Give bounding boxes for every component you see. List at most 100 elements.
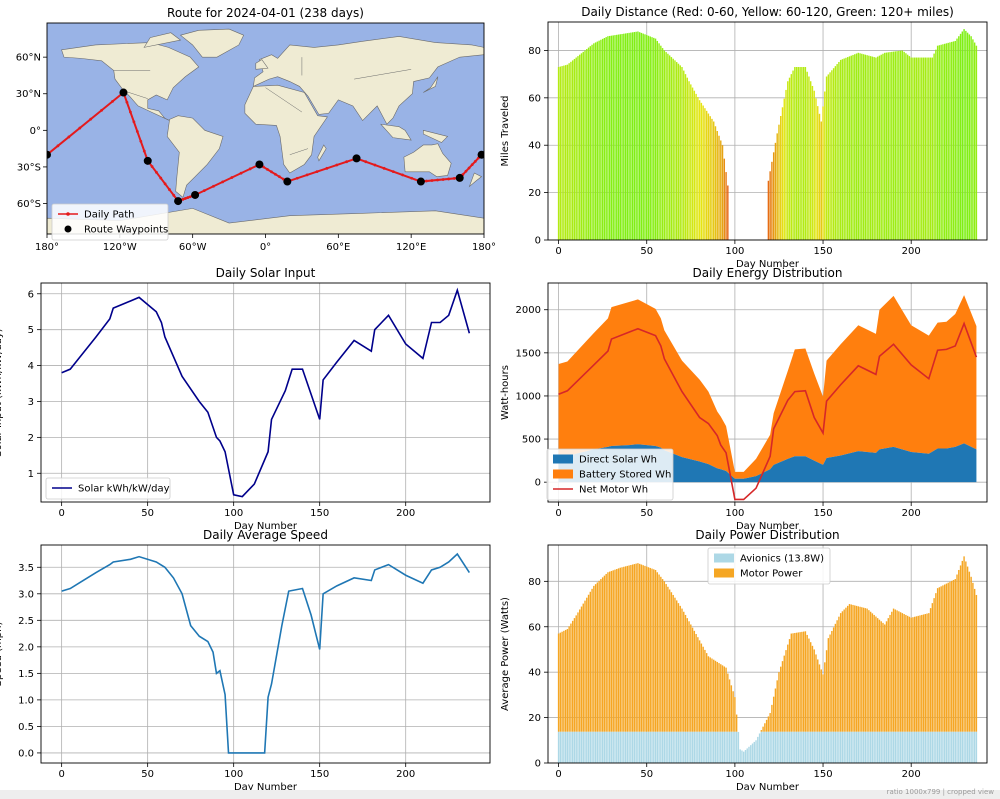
distance-bar [854,54,856,240]
motor-power-bar [889,614,891,732]
avionics-bar [878,731,881,763]
avionics-bar [672,731,674,763]
avionics-bar [607,731,609,763]
avionics-bar [735,731,738,763]
motor-power-bar [674,597,676,732]
avionics-bar [621,731,623,763]
distance-bar [922,57,925,240]
distance-bar [972,39,974,240]
distance-bar [926,57,928,240]
distance-bar [848,56,851,240]
avionics-bar [653,731,655,763]
motor-power-bar [711,658,713,732]
motor-power-bar [675,600,678,732]
solar-line [61,287,471,498]
distance-bar [871,56,874,240]
distance-bar [952,41,955,240]
path-day-point [159,176,163,180]
motor-power-bar [801,631,803,732]
motor-power-bar [820,669,822,732]
distance-bar [778,124,780,240]
distance-bar [577,56,579,240]
avionics-bar [943,731,946,763]
solar-xtick-label: 50 [141,508,154,519]
distance-bar [721,145,724,240]
avionics-bar [610,731,613,763]
avionics-bar [670,731,673,763]
distance-bar [600,39,602,240]
speed-xtick-label: 150 [310,769,329,780]
avionics-bar [769,731,771,763]
motor-power-bar [684,614,687,732]
avionics-bar [818,731,821,763]
distance-bar [794,67,796,240]
avionics-bar [690,731,692,763]
avionics-bar [612,731,614,763]
motor-power-bar [827,638,830,732]
avionics-bar [947,731,949,763]
distance-xtick-label: 150 [813,246,832,257]
energy-xtick-label: 50 [640,508,653,519]
avionics-bar [949,731,951,763]
distance-bar [931,57,934,240]
distance-bar [705,110,708,240]
distance-bar [720,140,722,240]
avionics-bar [839,731,842,763]
path-day-point [230,176,234,179]
distance-bar [963,29,965,240]
path-day-point [67,135,71,139]
distance-bar [573,58,576,240]
avionics-bar [912,731,914,763]
motor-power-bar [917,615,919,732]
path-day-point [183,197,187,200]
motor-power-bar [832,627,835,732]
avionics-bar [898,731,900,763]
distance-bar [838,61,840,240]
footer-text: ratio 1000x799 | cropped view [886,788,994,796]
motor-power-bar [644,565,646,732]
distance-bar [825,76,828,240]
power-ytick-label: 80 [528,577,541,588]
path-day-point [248,167,252,171]
distance-bar [635,31,637,240]
path-day-point [436,178,439,182]
motor-power-bar [778,672,780,732]
path-day-point [325,166,329,170]
path-day-point [188,195,192,199]
distance-bar [898,50,900,240]
avionics-bar [787,731,789,763]
avionics-bar [884,731,886,763]
path-day-point [315,170,319,174]
distance-bar [894,51,897,240]
distance-bar [785,89,787,240]
path-day-point [364,160,368,164]
distance-bar [561,66,563,240]
avionics-bar [714,731,717,763]
avionics-bar [875,731,877,763]
avionics-bar [688,731,690,763]
avionics-bar [797,731,800,763]
motor-power-bar [802,631,805,732]
distance-bar [614,35,616,240]
avionics-bar [931,731,934,763]
distance-bar [626,33,629,240]
power-legend-label: Motor Power [740,569,803,580]
motor-power-bar [649,567,651,732]
distance-ytick-label: 0 [535,236,541,247]
avionics-bar [922,731,925,763]
path-day-point [401,173,404,177]
avionics-bar [843,731,845,763]
power-legend-swatch [714,553,734,563]
distance-bar [815,98,817,240]
distance-bar [605,37,607,240]
motor-power-bar [921,614,923,732]
avionics-bar [681,731,683,763]
motor-power-bar [822,674,824,732]
avionics-bar [651,731,653,763]
avionics-bar [575,731,577,763]
distance-bar [727,185,729,240]
distance-bar [956,38,958,240]
avionics-bar [732,731,734,763]
motor-power-bar [732,691,734,732]
energy-ytick-label: 2000 [516,305,541,316]
